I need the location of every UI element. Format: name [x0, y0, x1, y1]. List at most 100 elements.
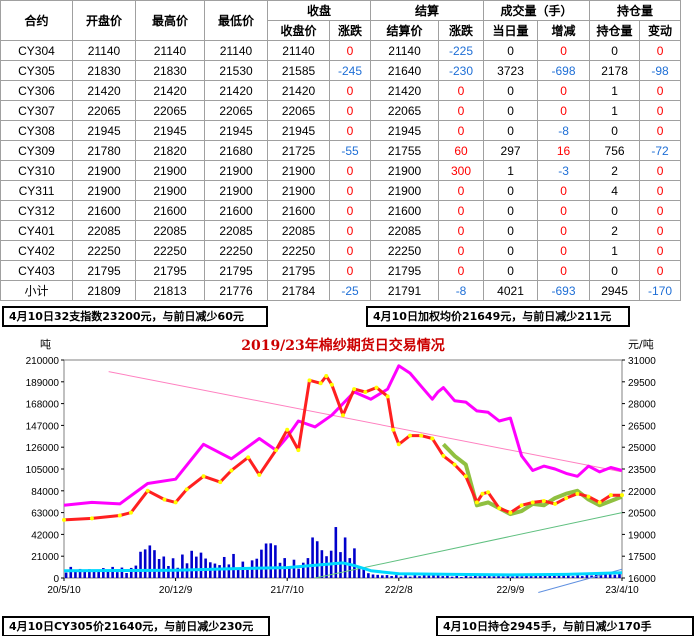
volume-bar — [469, 576, 472, 578]
left-tick-label: 0 — [53, 574, 59, 585]
settle-point — [564, 496, 569, 501]
cell-vol-chg: -8 — [537, 120, 591, 141]
cell-close: 22085 — [267, 220, 330, 241]
quote-table: 合约 开盘价 最高价 最低价 收盘 结算 成交量（手） 持仓量 收盘价 涨跌 结… — [0, 0, 682, 301]
cell-low: 21795 — [204, 260, 268, 281]
cell-settle-chg: 0 — [438, 180, 485, 201]
cell-oi-chg: 0 — [639, 180, 682, 201]
cell-vol-chg: 0 — [537, 100, 591, 121]
cell-contract: CY308 — [0, 120, 73, 141]
settle-point — [89, 516, 94, 521]
cell-oi: 2178 — [589, 60, 641, 81]
volume-bar — [227, 564, 231, 578]
left-tick-label: 63000 — [31, 509, 59, 520]
settle-point — [329, 382, 334, 387]
header-row-top: 合约 开盘价 最高价 最低价 收盘 结算 成交量（手） 持仓量 — [0, 0, 682, 41]
cell-close-chg: -245 — [328, 60, 372, 81]
cell-vol-chg: -3 — [537, 160, 591, 181]
col-close-change: 涨跌 — [328, 20, 372, 41]
table-row: CY310 21900 21900 21900 21900 0 21900 300 1 -3 2 0 — [0, 160, 682, 181]
trend-line — [314, 512, 623, 579]
cell-vol: 0 — [483, 200, 539, 221]
cell-low: 22065 — [204, 100, 268, 121]
note-weighted-price: 4月10日加权均价21649元，与前日减少211元 — [366, 306, 630, 327]
volume-bar — [525, 575, 528, 578]
cell-close: 21420 — [267, 80, 330, 101]
cell-high: 21945 — [135, 120, 205, 141]
cell-high: 21600 — [135, 200, 205, 221]
header-row-sub: 收盘价 涨跌 结算价 涨跌 当日量 增减 持仓量 变动 — [1, 20, 682, 41]
volume-bar — [613, 574, 617, 578]
cell-close: 21945 — [267, 120, 330, 141]
x-tick-label: 20/12/9 — [159, 585, 193, 596]
cell-high: 21795 — [135, 260, 205, 281]
cell-vol-chg: 0 — [537, 260, 591, 281]
cell-oi: 1 — [589, 80, 641, 101]
x-tick-label: 22/2/8 — [385, 585, 413, 596]
cell-vol: 0 — [483, 240, 539, 261]
cell-high: 21900 — [135, 180, 205, 201]
settle-point — [391, 427, 396, 432]
cell-open: 21945 — [72, 120, 136, 141]
volume-bar — [148, 545, 152, 578]
cell-close: 22065 — [267, 100, 330, 121]
cell-settle-chg: 0 — [438, 260, 485, 281]
table-row: CY402 22250 22250 22250 22250 0 22250 0 0 0 1 0 — [0, 240, 682, 261]
volume-bar — [232, 553, 235, 578]
cell-close: 21140 — [267, 40, 330, 61]
left-tick-label: 126000 — [26, 443, 60, 454]
volume-bar — [171, 558, 175, 578]
cell-vol: 4021 — [483, 280, 539, 301]
cell-settle: 22250 — [370, 240, 440, 261]
cell-settle: 21755 — [370, 140, 440, 161]
cell-close-chg: 0 — [328, 40, 372, 61]
volume-bar — [199, 552, 203, 578]
left-tick-label: 147000 — [26, 421, 60, 432]
cell-close: 21585 — [267, 60, 330, 81]
volume-bar — [353, 548, 356, 578]
right-tick-label: 25000 — [628, 443, 656, 454]
cell-vol-chg: 0 — [537, 40, 591, 61]
cell-vol: 0 — [483, 40, 539, 61]
settle-point — [396, 442, 401, 447]
settle-point — [296, 448, 301, 453]
cell-vol: 297 — [483, 140, 539, 161]
cell-settle: 22065 — [370, 100, 440, 121]
volume-bar — [190, 550, 193, 578]
cell-oi-chg: 0 — [639, 120, 682, 141]
settle-point — [553, 501, 558, 506]
left-tick-label: 42000 — [31, 530, 59, 541]
col-group-settle: 结算 — [370, 0, 485, 21]
settle-point — [530, 500, 535, 505]
table-row: CY311 21900 21900 21900 21900 0 21900 0 0 0 4 0 — [0, 180, 682, 201]
cell-oi: 0 — [589, 200, 641, 221]
cell-vol: 0 — [483, 80, 539, 101]
settle-point — [441, 453, 446, 458]
col-oi-change: 变动 — [639, 20, 682, 41]
volume-bar — [297, 568, 300, 578]
volume-bar — [195, 556, 198, 578]
volume-bar — [590, 575, 593, 578]
volume-bar — [97, 569, 100, 578]
cell-low: 21900 — [204, 160, 268, 181]
cell-settle-chg: 300 — [438, 160, 485, 181]
volume-bar — [92, 569, 96, 578]
cell-high: 21830 — [135, 60, 205, 81]
volume-bar — [506, 575, 510, 578]
settle-point — [341, 413, 345, 418]
volume-bar — [501, 576, 505, 578]
cell-open: 22085 — [72, 220, 136, 241]
cell-close-chg: 0 — [328, 160, 372, 181]
cell-close: 21725 — [267, 140, 330, 161]
cell-settle: 21420 — [370, 80, 440, 101]
volume-bar — [385, 575, 389, 578]
cell-settle-chg: 0 — [438, 80, 485, 101]
volume-bar — [115, 572, 119, 578]
volume-bar — [543, 575, 547, 578]
cell-close: 21784 — [267, 280, 330, 301]
cell-oi: 2 — [589, 220, 641, 241]
volume-bar — [608, 573, 612, 578]
volume-bar — [343, 537, 347, 578]
volume-bar — [427, 575, 431, 578]
cell-high: 21900 — [135, 160, 205, 181]
